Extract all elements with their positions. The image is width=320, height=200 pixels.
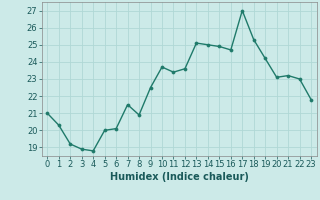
X-axis label: Humidex (Indice chaleur): Humidex (Indice chaleur) [110,172,249,182]
